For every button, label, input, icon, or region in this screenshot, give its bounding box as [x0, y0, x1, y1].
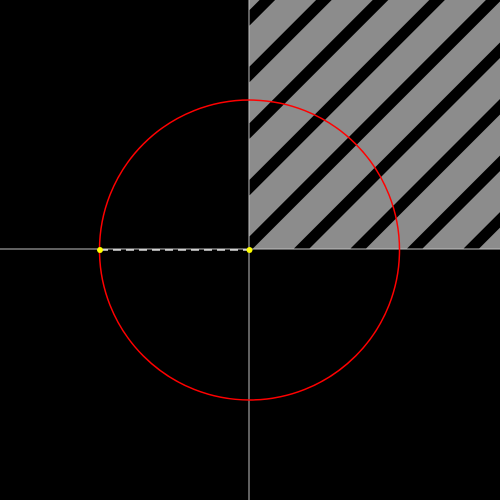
hatched-quadrant-region	[249, 0, 500, 249]
circle-left-intersection-point	[97, 247, 103, 253]
origin-center-point	[246, 247, 253, 253]
